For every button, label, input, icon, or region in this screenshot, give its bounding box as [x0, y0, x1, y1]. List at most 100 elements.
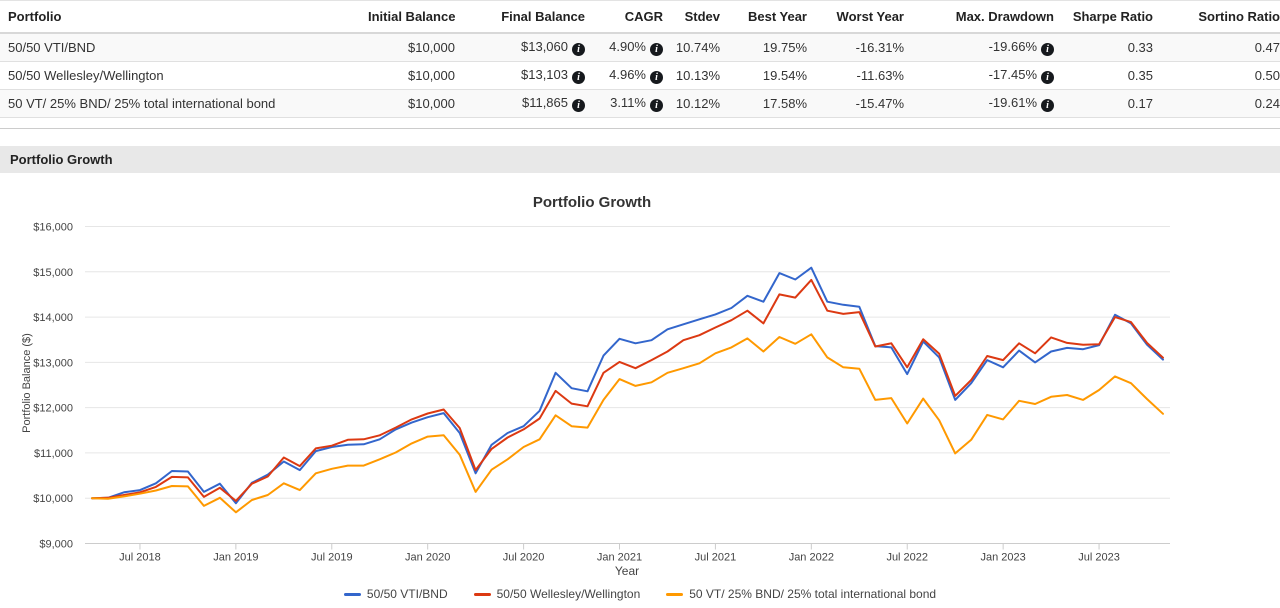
initial-balance-value: $10,000 — [408, 40, 455, 55]
final-balance-value: $13,103 — [521, 67, 568, 82]
best-year-value: 17.58% — [762, 96, 807, 111]
best-year-value: 19.75% — [762, 40, 807, 55]
sharpe-ratio-value: 0.35 — [1127, 68, 1153, 83]
sortino-ratio-value: 0.47 — [1254, 40, 1280, 55]
max-drawdown-value: -19.66% — [988, 39, 1037, 54]
y-tick-label: $10,000 — [33, 493, 73, 505]
final-balance-value: $13,060 — [521, 39, 568, 54]
cell-worst-year: -15.47% — [807, 89, 904, 118]
series-line-0[interactable] — [91, 266, 1164, 505]
cell-cagr: 4.96% i — [585, 61, 663, 90]
cell-cagr: 3.11% i — [585, 89, 663, 118]
cell-max-drawdown: -19.66% i — [904, 33, 1054, 62]
x-tick-label: Jul 2019 — [311, 552, 353, 564]
cell-final-balance: $11,865 i — [455, 89, 585, 118]
legend-swatch — [666, 592, 684, 596]
sharpe-ratio-value: 0.17 — [1127, 96, 1153, 111]
y-tick-label: $14,000 — [33, 312, 73, 324]
stdev-value: 10.74% — [675, 40, 720, 55]
cell-best-year: 19.54% — [720, 61, 807, 90]
col-header-max-drawdown: Max. Drawdown — [904, 0, 1054, 34]
performance-summary-table: Portfolio Initial Balance Final Balance … — [0, 0, 1280, 118]
info-icon[interactable]: i — [650, 71, 663, 84]
cell-initial-balance: $10,000 — [360, 89, 455, 118]
info-icon[interactable]: i — [1041, 43, 1054, 56]
legend-label: 50 VT/ 25% BND/ 25% total international … — [689, 587, 937, 601]
col-header-portfolio: Portfolio — [0, 0, 360, 34]
cell-stdev: 10.13% — [663, 61, 720, 90]
info-icon[interactable]: i — [572, 43, 585, 56]
y-tick-label: $13,000 — [33, 357, 73, 369]
col-header-worst-year: Worst Year — [807, 0, 904, 34]
section-header: Portfolio Growth — [0, 146, 1280, 173]
x-axis-title: Year — [614, 564, 640, 578]
info-icon[interactable]: i — [1041, 71, 1054, 84]
cell-max-drawdown: -17.45% i — [904, 61, 1054, 90]
col-header-cagr: CAGR — [585, 0, 663, 34]
table-header-row: Portfolio Initial Balance Final Balance … — [0, 0, 1280, 34]
stdev-value: 10.12% — [675, 96, 720, 111]
chart-title: Portfolio Growth — [532, 194, 652, 211]
portfolio-name: 50/50 Wellesley/Wellington — [8, 68, 164, 83]
cell-sharpe-ratio: 0.33 — [1054, 33, 1153, 62]
cell-cagr: 4.90% i — [585, 33, 663, 62]
legend-item: 50/50 VTI/BND — [343, 587, 448, 601]
cell-final-balance: $13,060 i — [455, 33, 585, 62]
x-tick-label: Jan 2022 — [789, 552, 834, 564]
cell-sharpe-ratio: 0.35 — [1054, 61, 1153, 90]
col-header-sharpe-ratio: Sharpe Ratio — [1054, 0, 1153, 34]
legend-label: 50/50 Wellesley/Wellington — [496, 587, 641, 601]
best-year-value: 19.54% — [762, 68, 807, 83]
section-title: Portfolio Growth — [10, 152, 113, 167]
cell-sortino-ratio: 0.50 — [1153, 61, 1280, 90]
legend-item: 50 VT/ 25% BND/ 25% total international … — [666, 587, 936, 601]
cell-sortino-ratio: 0.47 — [1153, 33, 1280, 62]
info-icon[interactable]: i — [1041, 99, 1054, 112]
x-tick-label: Jul 2021 — [695, 552, 737, 564]
sortino-ratio-value: 0.24 — [1254, 96, 1280, 111]
portfolio-name: 50/50 VTI/BND — [8, 40, 96, 55]
legend-label: 50/50 VTI/BND — [366, 587, 448, 601]
cell-portfolio-name: 50/50 Wellesley/Wellington — [0, 61, 360, 90]
x-tick-label: Jul 2020 — [503, 552, 545, 564]
cell-stdev: 10.74% — [663, 33, 720, 62]
cell-best-year: 17.58% — [720, 89, 807, 118]
cell-worst-year: -11.63% — [807, 61, 904, 90]
info-icon[interactable]: i — [650, 43, 663, 56]
cell-final-balance: $13,103 i — [455, 61, 585, 90]
legend-swatch — [343, 592, 361, 596]
portfolio-name: 50 VT/ 25% BND/ 25% total international … — [8, 96, 276, 111]
sharpe-ratio-value: 0.33 — [1127, 40, 1153, 55]
info-icon[interactable]: i — [650, 99, 663, 112]
col-header-initial-balance: Initial Balance — [360, 0, 455, 34]
section-divider — [0, 128, 1280, 129]
cagr-value: 3.11% — [610, 95, 646, 110]
cell-stdev: 10.12% — [663, 89, 720, 118]
series-line-1[interactable] — [91, 278, 1164, 502]
cell-initial-balance: $10,000 — [360, 33, 455, 62]
x-tick-label: Jul 2023 — [1078, 552, 1120, 564]
cell-portfolio-name: 50 VT/ 25% BND/ 25% total international … — [0, 89, 360, 118]
info-icon[interactable]: i — [572, 71, 585, 84]
info-icon[interactable]: i — [572, 99, 585, 112]
cell-portfolio-name: 50/50 VTI/BND — [0, 33, 360, 62]
legend-item: 50/50 Wellesley/Wellington — [473, 587, 641, 601]
cell-best-year: 19.75% — [720, 33, 807, 62]
table-row: 50 VT/ 25% BND/ 25% total international … — [0, 89, 1280, 118]
final-balance-value: $11,865 — [521, 95, 568, 110]
series-line-2[interactable] — [91, 333, 1164, 514]
portfolio-growth-chart[interactable]: $9,000 $10,000 $11,000 $12,000 $13,000 $14,00… — [0, 178, 1280, 578]
table-row: 50/50 Wellesley/Wellington $10,000 $13,1… — [0, 61, 1280, 90]
table-row: 50/50 VTI/BND $10,000 $13,060 i 4.90% i 10… — [0, 33, 1280, 62]
cagr-value: 4.90% — [609, 39, 646, 54]
stdev-value: 10.13% — [675, 68, 720, 83]
initial-balance-value: $10,000 — [408, 96, 455, 111]
max-drawdown-value: -19.61% — [988, 95, 1037, 110]
x-tick-label: Jan 2021 — [597, 552, 642, 564]
sortino-ratio-value: 0.50 — [1254, 68, 1280, 83]
cell-sharpe-ratio: 0.17 — [1054, 89, 1153, 118]
worst-year-value: -11.63% — [856, 68, 904, 83]
col-header-sortino-ratio: Sortino Ratio — [1153, 0, 1280, 34]
y-tick-label: $11,000 — [34, 448, 73, 460]
